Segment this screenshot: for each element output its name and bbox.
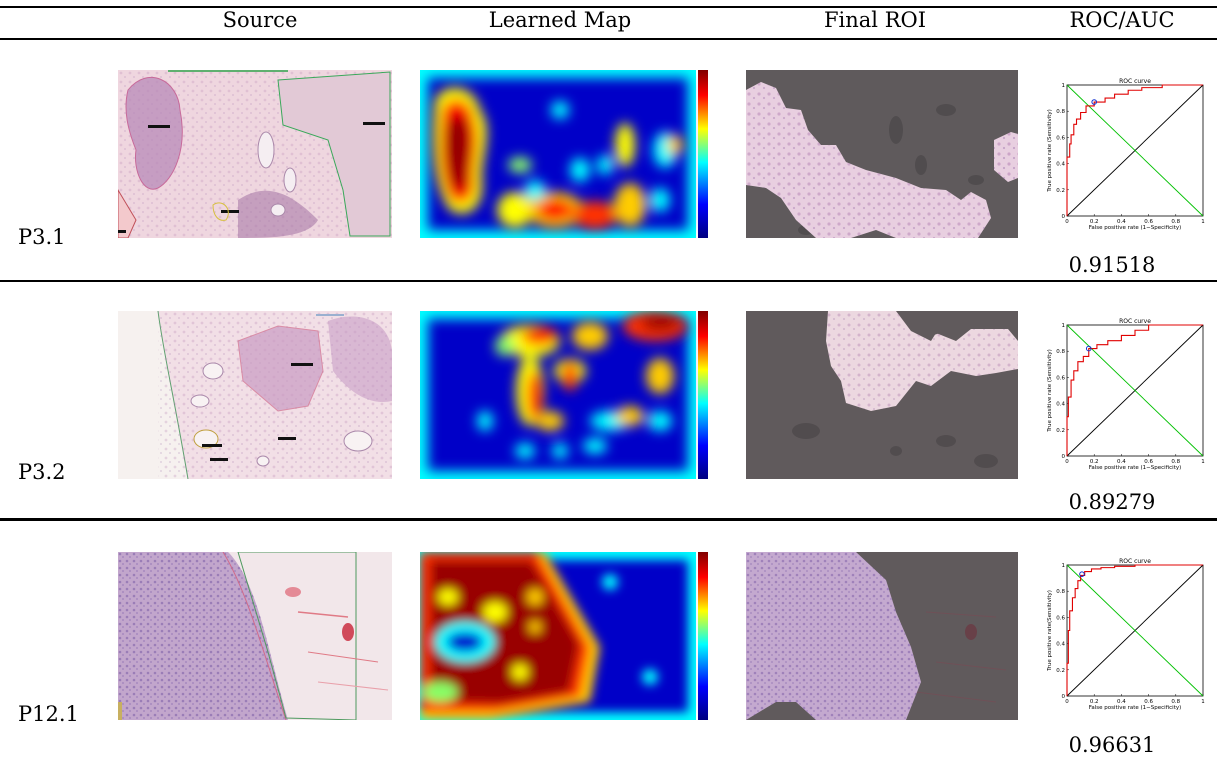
- x-axis-label: False positive rate (1−Specificity): [1089, 705, 1182, 711]
- header-learned-map: Learned Map: [488, 8, 632, 32]
- y-tick-label: 0: [1062, 694, 1066, 700]
- auc-value-p3-1: 0.91518: [1068, 253, 1156, 277]
- header-final-roi: Final ROI: [823, 8, 927, 32]
- y-tick-label: 0: [1062, 214, 1066, 220]
- final-roi-p12-1: [746, 552, 1018, 720]
- learned-map-p3-1: [420, 70, 712, 238]
- header-roc-auc: ROC/AUC: [1069, 8, 1175, 32]
- roc-title: ROC curve: [1119, 558, 1151, 565]
- y-axis-label: True positive rate(Sensitivity): [1047, 590, 1053, 672]
- operating-point-marker: [1079, 571, 1085, 577]
- learned-map-p12-1: [420, 552, 712, 720]
- roc-curve-line: [1066, 564, 1203, 696]
- x-tick-label: 0.8: [1171, 219, 1180, 225]
- x-tick-label: 0.4: [1117, 699, 1126, 705]
- x-tick-label: 0.8: [1171, 459, 1180, 465]
- y-tick-label: 0.4: [1056, 402, 1065, 408]
- y-tick-label: 0.8: [1056, 109, 1065, 115]
- y-tick-label: 0.6: [1056, 375, 1065, 381]
- x-tick-label: 1: [1201, 459, 1205, 465]
- x-tick-label: 0.6: [1144, 699, 1153, 705]
- x-tick-label: 0: [1065, 459, 1069, 465]
- row-rule-2: [0, 518, 1217, 521]
- row-label-p3-1: P3.1: [18, 225, 66, 249]
- top-rule: [0, 6, 1217, 8]
- roc-plot-p12-1: ROC curve 0 0 0.2 0.2 0.4 0.4 0.6 0.6 0.8 0.8 1 1 Fal…: [1037, 558, 1207, 728]
- y-tick-label: 0.8: [1056, 349, 1065, 355]
- row-label-p12-1: P12.1: [18, 702, 79, 726]
- y-tick-label: 0.6: [1056, 615, 1065, 621]
- y-axis-label: True positive rate (Sensitivity): [1047, 349, 1053, 433]
- x-tick-label: 0.6: [1144, 459, 1153, 465]
- operating-point-marker: [1091, 99, 1098, 105]
- roc-title: ROC curve: [1119, 78, 1151, 85]
- roc-curve-line: [1066, 84, 1203, 216]
- x-tick-label: 0.4: [1117, 219, 1126, 225]
- final-roi-p3-2: [746, 311, 1018, 479]
- source-image-p3-1: [118, 70, 392, 238]
- y-tick-label: 0.2: [1056, 188, 1065, 194]
- learned-map-p3-2: [420, 311, 712, 479]
- x-tick-label: 0.8: [1171, 699, 1180, 705]
- x-tick-label: 0: [1065, 699, 1069, 705]
- y-tick-label: 0: [1062, 454, 1066, 460]
- x-tick-label: 0.2: [1090, 459, 1099, 465]
- roc-plot-p3-2: ROC curve 0 0 0.2 0.2 0.4 0.4 0.6 0.6 0.8 0.8 1 1 Fal…: [1037, 318, 1207, 488]
- final-roi-p3-1: [746, 70, 1018, 238]
- x-tick-label: 0.2: [1090, 699, 1099, 705]
- y-tick-label: 1: [1062, 323, 1066, 329]
- x-tick-label: 0.6: [1144, 219, 1153, 225]
- auc-value-p12-1: 0.96631: [1068, 733, 1156, 757]
- y-tick-label: 1: [1062, 563, 1066, 569]
- x-axis-label: False positive rate (1−Specificity): [1089, 225, 1182, 231]
- y-tick-label: 0.4: [1056, 162, 1065, 168]
- x-tick-label: 0.2: [1090, 219, 1099, 225]
- y-tick-label: 0.4: [1056, 642, 1065, 648]
- anti-diagonal-line: [1066, 84, 1204, 217]
- header-rule: [0, 38, 1217, 40]
- roc-plot-p3-1: ROC curve 0 0 0.2 0.2 0.4 0.4 0.6 0.6 0.8 0.8 1 1 Fal…: [1037, 78, 1207, 248]
- source-image-p3-2: [118, 311, 392, 479]
- source-image-p12-1: [118, 552, 392, 720]
- operating-point-marker: [1085, 345, 1092, 352]
- y-tick-label: 1: [1062, 83, 1066, 89]
- x-tick-label: 1: [1201, 219, 1205, 225]
- y-tick-label: 0.8: [1056, 589, 1065, 595]
- row-rule-1: [0, 280, 1217, 282]
- x-tick-label: 0: [1065, 219, 1069, 225]
- auc-value-p3-2: 0.89279: [1068, 490, 1156, 514]
- x-axis-label: False positive rate (1−Specificity): [1089, 465, 1182, 471]
- roc-title: ROC curve: [1119, 318, 1151, 325]
- y-axis-label: True positive rate (Sensitivity): [1047, 109, 1053, 193]
- x-tick-label: 0.4: [1117, 459, 1126, 465]
- y-tick-label: 0.2: [1056, 668, 1065, 674]
- row-label-p3-2: P3.2: [18, 460, 66, 484]
- y-tick-label: 0.6: [1056, 135, 1065, 141]
- header-source: Source: [222, 8, 298, 32]
- y-tick-label: 0.2: [1056, 428, 1065, 434]
- anti-diagonal-line: [1066, 564, 1204, 697]
- roc-curve-line: [1066, 324, 1203, 456]
- x-tick-label: 1: [1201, 699, 1205, 705]
